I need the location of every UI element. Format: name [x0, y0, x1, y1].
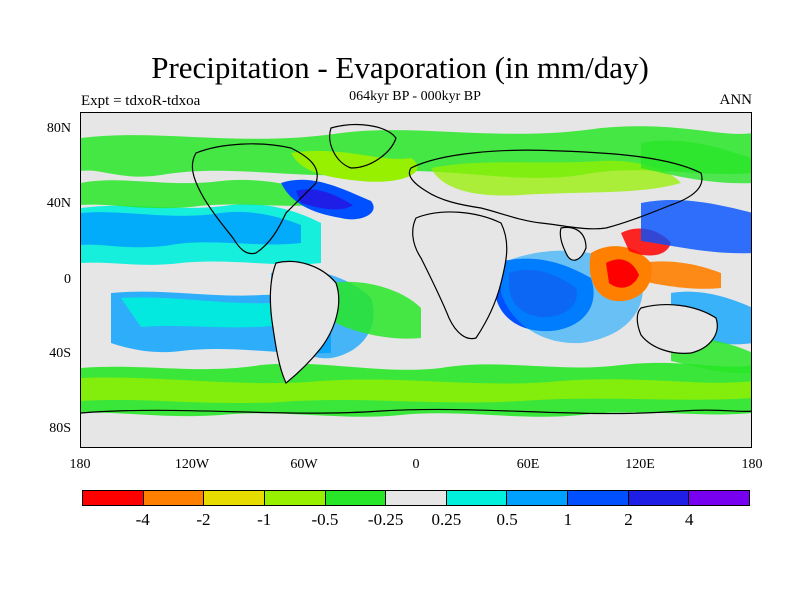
x-tick-label: 180 [741, 457, 763, 472]
colorbar-segment [568, 491, 629, 505]
y-tick-label: 80S [49, 421, 71, 436]
colorbar-segment [628, 491, 690, 505]
x-tick-label: 120W [174, 457, 210, 472]
map-title: Precipitation - Evaporation (in mm/day) [151, 50, 649, 85]
colorbar [82, 490, 750, 506]
y-tick-label: 80N [46, 121, 71, 136]
colorbar-segment [204, 491, 265, 505]
colorbar-segment [83, 491, 144, 505]
colorbar-label: 2 [624, 510, 633, 529]
colorbar-segment [689, 491, 750, 505]
colorbar-label: -2 [196, 510, 211, 529]
map-panel [80, 112, 752, 448]
x-tick-label: 120E [625, 457, 655, 472]
colorbar-label: -0.25 [367, 510, 404, 529]
y-tick-label: 40S [49, 346, 71, 361]
colorbar-label: 0.25 [431, 510, 462, 529]
field-patches [81, 126, 751, 417]
y-tick-label: 40N [46, 196, 71, 211]
y-tick-label: 0 [64, 272, 71, 287]
experiment-label: Expt = tdxoR-tdxoa [81, 93, 201, 109]
colorbar-label: -1 [257, 510, 272, 529]
map-field [81, 113, 751, 447]
colorbar-segment [143, 491, 205, 505]
colorbar-segment [325, 491, 387, 505]
colorbar-label: -4 [135, 510, 150, 529]
colorbar-label: 1 [563, 510, 573, 529]
colorbar-segment [264, 491, 326, 505]
colorbar-label: 0.5 [496, 510, 518, 529]
season-label: ANN [719, 92, 753, 108]
map-subtitle: 064kyr BP - 000kyr BP [349, 89, 481, 104]
continent-outlines [81, 123, 751, 415]
colorbar-segment [386, 491, 447, 505]
colorbar-label: 4 [685, 510, 694, 529]
colorbar-label: -0.5 [311, 510, 339, 529]
x-tick-label: 60W [290, 457, 318, 472]
colorbar-segment [446, 491, 508, 505]
x-tick-label: 0 [412, 457, 420, 472]
colorbar-segment [507, 491, 569, 505]
x-tick-label: 180 [69, 457, 91, 472]
x-tick-label: 60E [516, 457, 540, 472]
